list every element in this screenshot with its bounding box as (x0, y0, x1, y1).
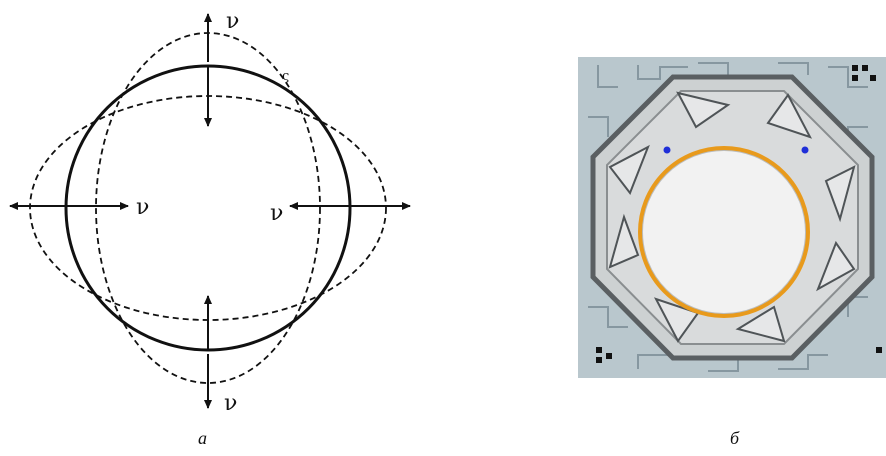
caption-b: б (730, 428, 740, 448)
electrode-dot-right (801, 146, 809, 154)
ring-vibration-mode-diagram: ν ν ν ν ς (9, 9, 411, 416)
nu-label-top: ν (226, 9, 239, 34)
marker-label: ς (282, 69, 289, 84)
nu-label-right: ν (270, 201, 283, 226)
inner-disk (641, 149, 807, 315)
alignment-marks (596, 65, 882, 363)
horizontal-deformation-ellipse (29, 95, 387, 321)
resonator-ring (638, 146, 810, 318)
nu-label-bottom: ν (224, 391, 237, 416)
electrode-traces (588, 62, 868, 372)
ring-resonator-chip-image (578, 57, 886, 378)
nu-label-left: ν (136, 195, 149, 220)
spring-supports (608, 91, 856, 343)
caption-a: а (198, 428, 207, 448)
electrode-dot-left (663, 146, 671, 154)
